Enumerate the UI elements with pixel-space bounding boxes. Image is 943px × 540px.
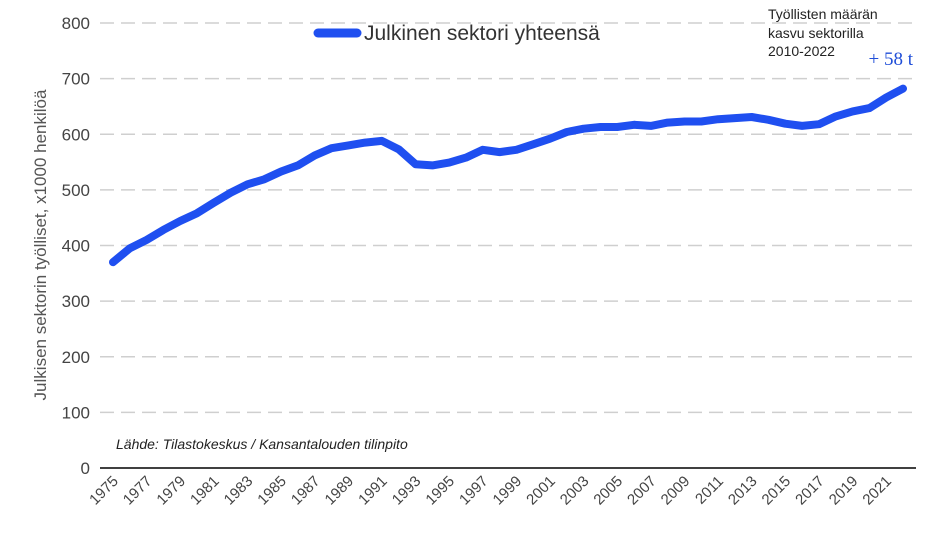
grid-lines — [100, 22, 916, 414]
x-tick-label: 1983 — [221, 473, 257, 509]
legend: Julkinen sektori yhteensä — [313, 22, 600, 45]
growth-title-line-1: Työllisten määrän — [768, 6, 878, 22]
x-tick-label: 1985 — [254, 473, 290, 509]
x-tick-label: 2015 — [759, 473, 795, 509]
x-tick-label: 1991 — [355, 473, 391, 509]
x-tick-label: 1989 — [322, 473, 358, 509]
y-tick-label: 300 — [62, 292, 90, 311]
x-tick-label: 1993 — [389, 473, 425, 509]
x-tick-label: 1977 — [120, 473, 156, 509]
x-tick-label: 1979 — [153, 473, 189, 509]
x-tick-label: 2017 — [792, 473, 828, 509]
x-tick-label: 1995 — [422, 473, 458, 509]
y-tick-label: 500 — [62, 181, 90, 200]
y-axis-label: Julkisen sektorin työlliset, x1000 henki… — [31, 89, 50, 400]
legend-label: Julkinen sektori yhteensä — [364, 22, 600, 45]
y-tick-label: 200 — [62, 348, 90, 367]
growth-value: + 58 t — [869, 49, 914, 70]
x-tick-label: 2001 — [523, 473, 559, 509]
x-tick-label: 1975 — [86, 473, 122, 509]
y-tick-label: 0 — [81, 459, 90, 478]
source-note: Lähde: Tilastokeskus / Kansantalouden ti… — [116, 436, 408, 452]
y-tick-label: 700 — [62, 70, 90, 89]
x-tick-label: 2003 — [557, 473, 593, 509]
x-tick-label: 1997 — [456, 473, 492, 509]
x-tick-label: 2005 — [590, 473, 626, 509]
series-line-julkinen-sektori — [109, 84, 907, 267]
growth-title-line-3: 2010-2022 — [768, 43, 835, 59]
y-tick-label: 100 — [62, 403, 90, 422]
y-tick-label: 400 — [62, 237, 90, 256]
x-tick-labels: 1975197719791981198319851987198919911993… — [86, 473, 895, 509]
x-tick-label: 2011 — [692, 473, 727, 508]
growth-title-line-2: kasvu sektorilla — [768, 25, 864, 41]
y-tick-labels: 0 100 200 300 400 500 600 700 800 — [62, 14, 90, 478]
growth-annotation: Työllisten määrän kasvu sektorilla 2010-… — [768, 6, 914, 70]
y-tick-label: 800 — [62, 14, 90, 33]
x-tick-label: 2007 — [624, 473, 660, 509]
x-tick-label: 1981 — [187, 473, 223, 509]
x-tick-label: 2013 — [725, 473, 761, 509]
x-tick-label: 2021 — [859, 473, 895, 509]
y-tick-label: 600 — [62, 125, 90, 144]
x-tick-label: 2019 — [826, 473, 862, 509]
x-tick-label: 1999 — [490, 473, 526, 509]
x-tick-label: 1987 — [288, 473, 324, 509]
x-tick-label: 2009 — [658, 473, 694, 509]
